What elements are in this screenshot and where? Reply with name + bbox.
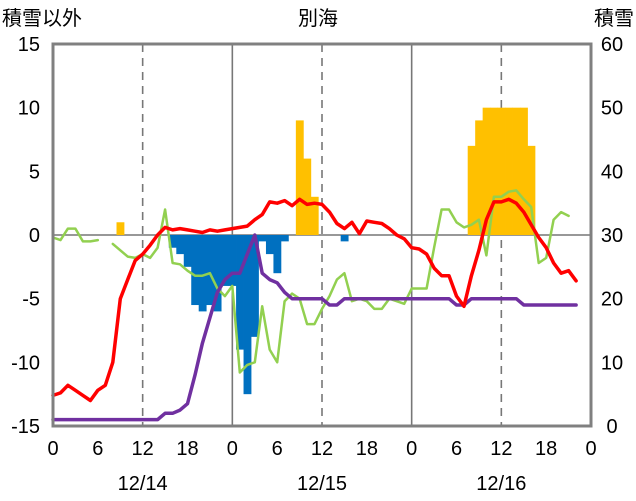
snow-change-bars — [168, 235, 349, 395]
right-axis-title: 積雪 — [594, 7, 634, 30]
left-tick-label: -5 — [22, 289, 40, 311]
x-hour-tick-label: 0 — [585, 438, 596, 460]
series-lines — [51, 189, 578, 422]
x-hour-tick-label: 18 — [535, 438, 557, 460]
snow-change-bar-7 — [221, 235, 229, 286]
snow-change-bar-4 — [198, 235, 207, 312]
x-hour-tick-label: 12 — [311, 438, 333, 460]
x-hour-tick-label: 6 — [92, 438, 103, 460]
precip-bar-12 — [527, 145, 536, 235]
snow-change-bar-6 — [213, 235, 222, 312]
precip-bar-5 — [475, 120, 484, 235]
right-tick-label: 20 — [601, 289, 623, 311]
x-date-label: 12/14 — [118, 473, 168, 495]
snow-change-bar-1 — [176, 235, 185, 255]
x-hour-tick-label: 0 — [47, 438, 58, 460]
chart-title: 別海 — [298, 7, 338, 30]
x-hour-tick-label: 12 — [490, 438, 512, 460]
precip-bar-8 — [497, 107, 506, 235]
snow-change-bar-13 — [265, 235, 274, 255]
x-date-label: 12/15 — [297, 473, 347, 495]
left-tick-label: 15 — [18, 34, 40, 56]
snow-change-bar-14 — [273, 235, 282, 274]
precipitation-bars — [116, 107, 536, 235]
precip-bar-7 — [490, 107, 498, 235]
right-tick-label: 30 — [601, 225, 623, 247]
temperature-line-0 — [51, 197, 578, 403]
snow-change-bar-11 — [251, 235, 259, 337]
snow-change-bar-9 — [236, 235, 244, 350]
precip-bar-4 — [467, 145, 476, 235]
precip-bar-6 — [482, 107, 491, 235]
right-tick-label: 50 — [601, 98, 623, 120]
green-line-0 — [51, 227, 100, 243]
plot-frame — [51, 42, 593, 428]
right-tick-label: 60 — [601, 34, 623, 56]
x-axis-hour-ticks: 0 6 12 18 0 6 12 18 0 6 12 18 0 — [47, 438, 596, 460]
right-tick-label: 40 — [601, 161, 623, 183]
x-hour-tick-label: 0 — [406, 438, 417, 460]
left-axis-title: 積雪以外 — [2, 7, 82, 30]
precip-bar-2 — [303, 158, 312, 235]
right-tick-label: 10 — [601, 352, 623, 374]
x-hour-tick-label: 18 — [356, 438, 378, 460]
x-date-label: 12/16 — [476, 473, 526, 495]
x-hour-tick-label: 6 — [451, 438, 462, 460]
precip-bar-1 — [295, 120, 304, 235]
precip-bar-11 — [520, 107, 528, 235]
snow-change-bar-2 — [183, 235, 192, 267]
precip-bar-0 — [116, 222, 125, 235]
snow-change-bar-12 — [258, 235, 267, 242]
snow-change-bar-10 — [243, 235, 252, 395]
right-axis-ticks: 0 10 20 30 40 50 60 — [601, 34, 623, 438]
snow-change-bar-15 — [280, 235, 289, 242]
left-axis-ticks: -15 -10 -5 0 5 10 15 — [11, 34, 40, 438]
precip-bar-10 — [512, 107, 521, 235]
snow_depth-line-0 — [51, 233, 578, 422]
snow-change-bar-0 — [168, 235, 177, 248]
left-tick-label: 10 — [18, 98, 40, 120]
snow-change-bar-8 — [228, 235, 237, 286]
x-axis-date-labels: 12/14 12/15 12/16 — [118, 473, 527, 495]
snow-change-bar-16 — [340, 235, 349, 242]
right-tick-label: 0 — [606, 416, 617, 438]
snow-change-bar-5 — [206, 235, 215, 306]
x-hour-tick-label: 18 — [176, 438, 198, 460]
precip-bar-9 — [505, 107, 513, 235]
x-hour-tick-label: 0 — [227, 438, 238, 460]
precip-bar-3 — [310, 196, 319, 235]
snow-change-bar-3 — [191, 235, 200, 306]
left-tick-label: -10 — [11, 352, 40, 374]
x-hour-tick-label: 6 — [272, 438, 283, 460]
x-hour-tick-label: 12 — [132, 438, 154, 460]
left-tick-label: 5 — [29, 161, 40, 183]
left-tick-label: 0 — [29, 225, 40, 247]
left-tick-label: -15 — [11, 416, 40, 438]
